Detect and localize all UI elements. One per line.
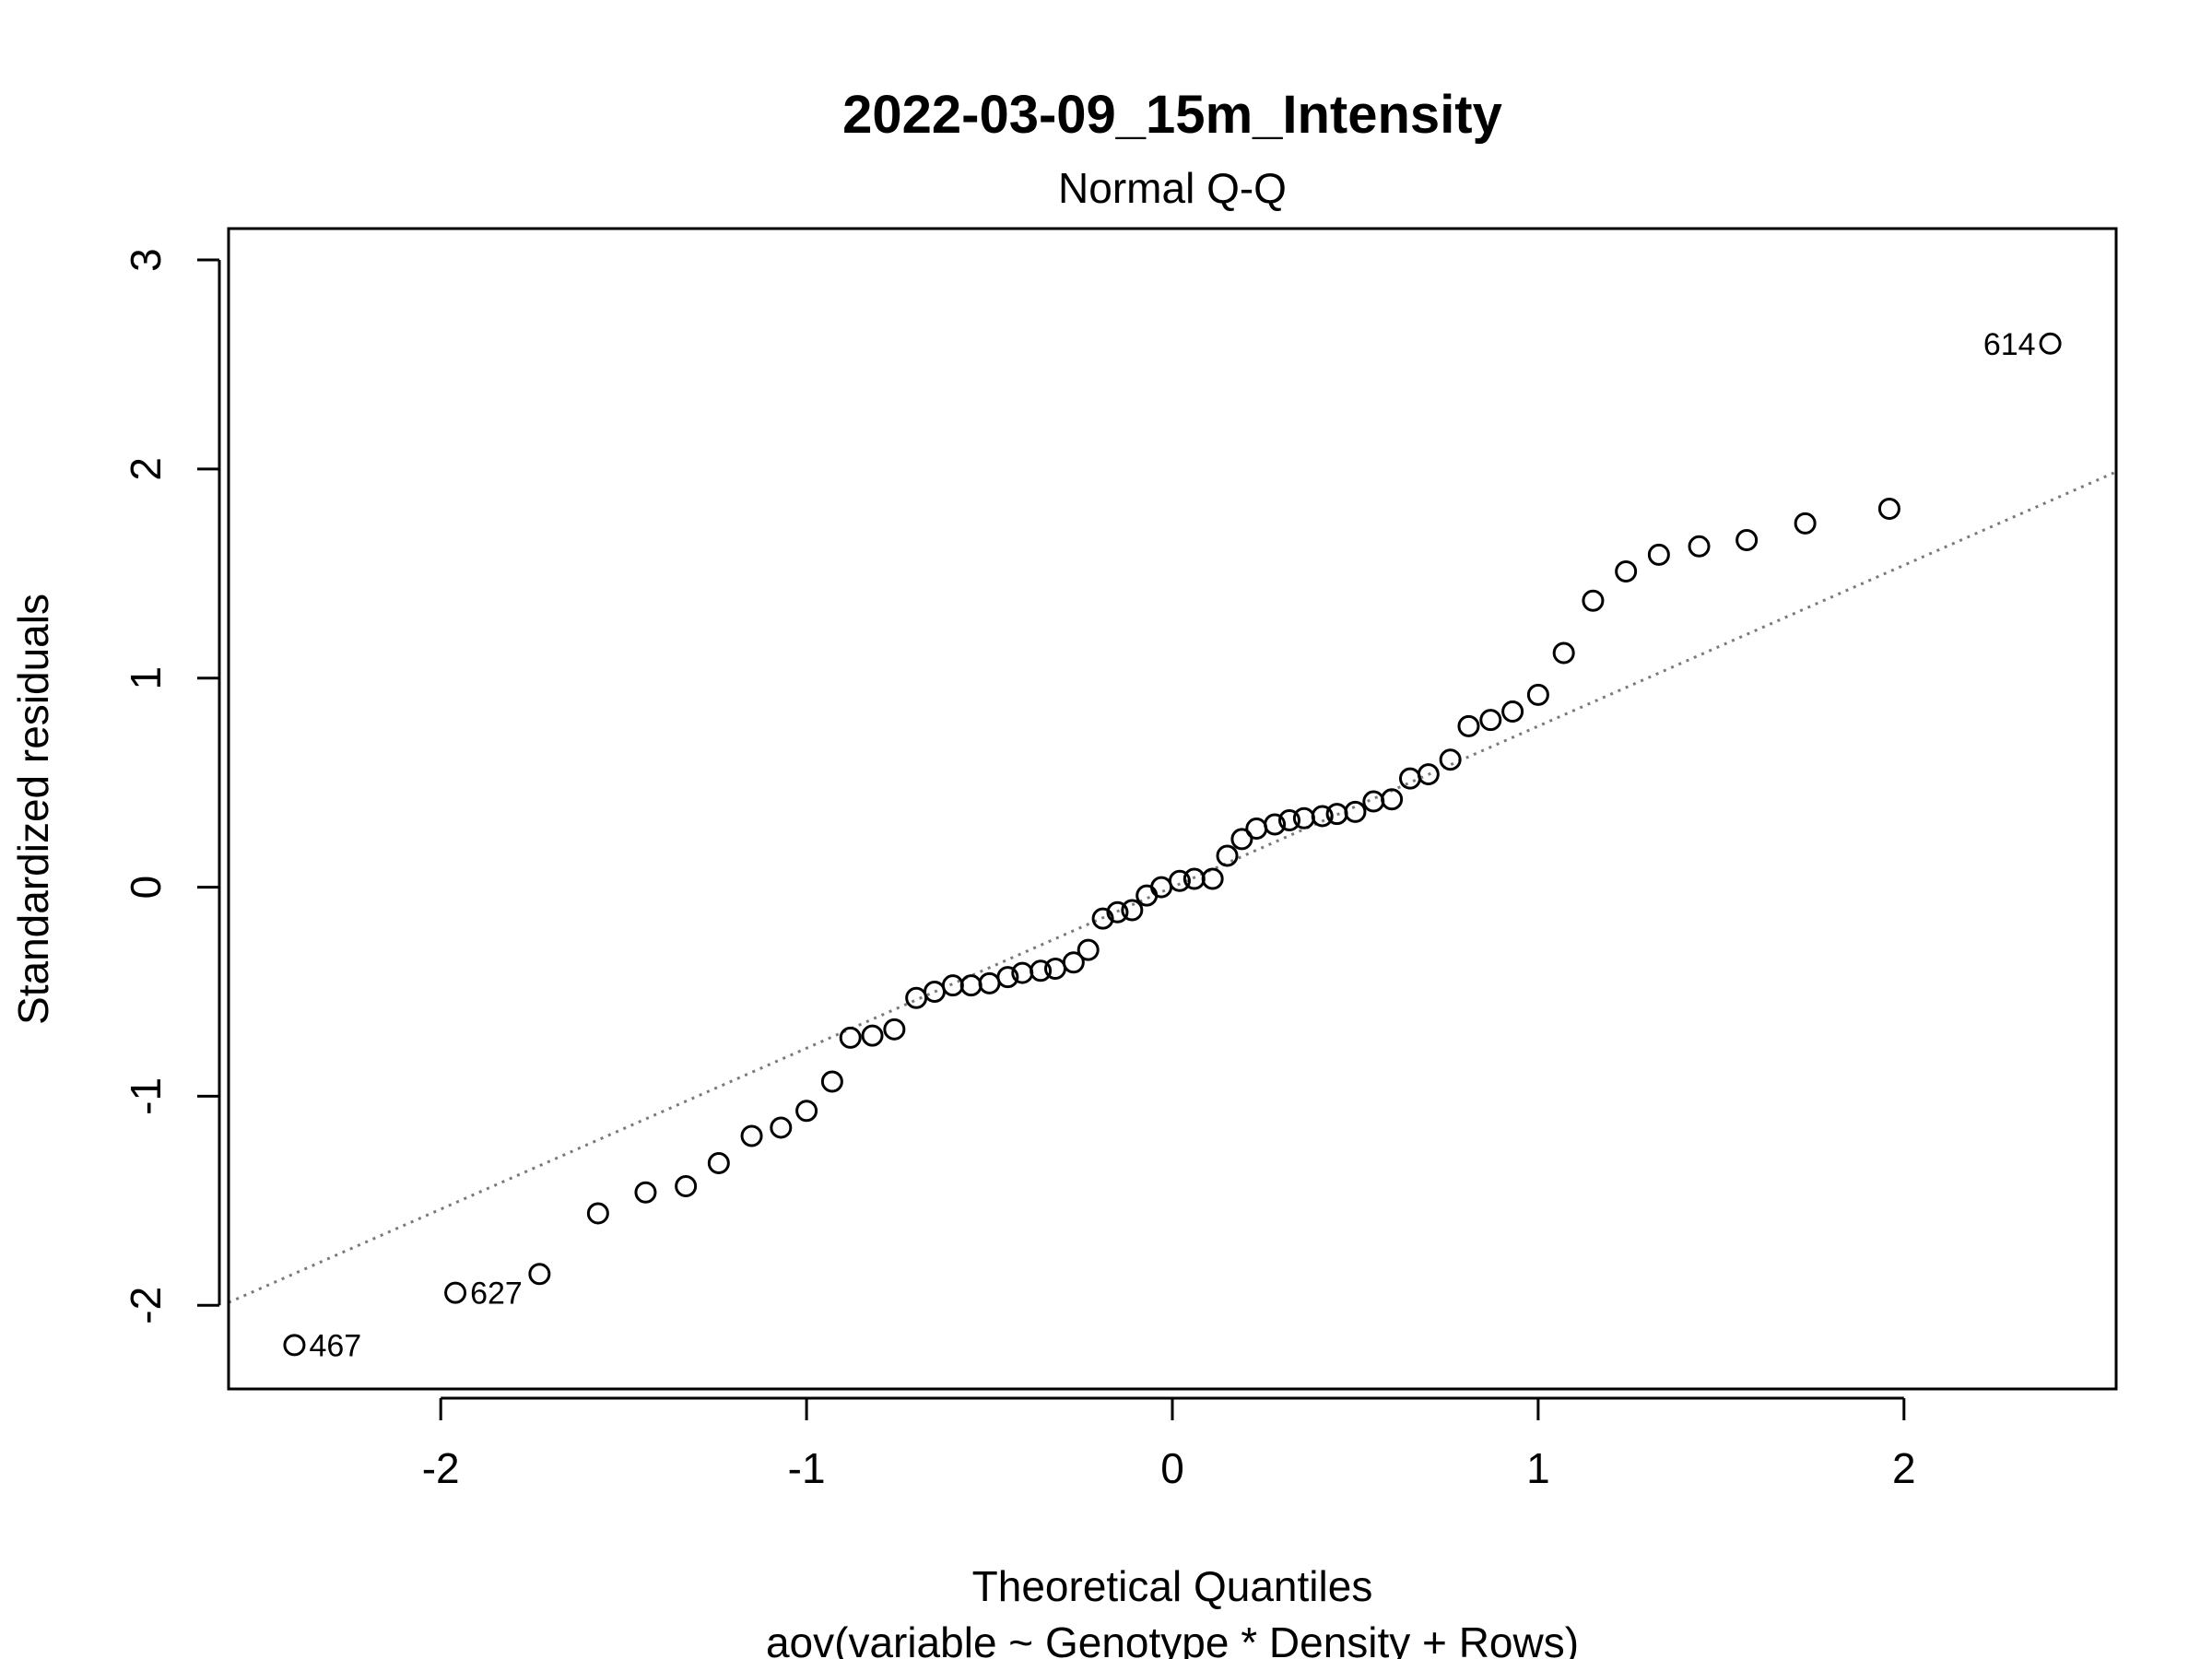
data-point [978,971,1001,994]
data-point [959,974,982,997]
data-point [1582,589,1605,612]
data-point [1043,958,1066,981]
data-point [1201,867,1224,890]
x-tick-label: 1 [1526,1444,1550,1492]
data-point [1362,790,1385,813]
y-axis-label: Standardized residuals [9,594,57,1025]
data-point [861,1024,884,1047]
data-point [905,986,928,1009]
data-point [1479,709,1502,732]
data-point [1457,714,1480,737]
chart-title: 2022-03-09_15m_Intensity [842,85,1502,145]
data-point [1501,700,1524,724]
data-point [839,1026,862,1049]
data-point [1381,788,1404,811]
x-tick-label: 0 [1160,1444,1184,1492]
data-point [1526,683,1549,706]
data-point [1077,938,1100,961]
data-point [1311,805,1334,828]
data-point [820,1070,843,1093]
model-formula-label: aov(variable ~ Genotype * Density + Rows… [766,1618,1579,1659]
data-point [924,980,947,1003]
x-tick-label: -1 [788,1444,826,1492]
data-point [1106,900,1129,924]
y-tick-label: 0 [122,876,170,900]
x-tick-label: 2 [1892,1444,1916,1492]
data-point [1877,497,1900,520]
data-point [1062,951,1085,974]
data-point [770,1116,793,1139]
data-point [795,1100,818,1123]
chart-subtitle: Normal Q-Q [1058,164,1287,212]
data-point [1121,899,1144,922]
y-tick-label: 3 [122,248,170,272]
data-point [1552,641,1575,665]
data-point [1615,560,1638,583]
data-point [1278,808,1301,831]
data-point [1344,800,1367,823]
data-point [1688,535,1711,558]
y-tick-label: 2 [122,457,170,481]
data-point [1735,529,1759,552]
data-point [1439,748,1462,771]
data-point [1216,844,1239,867]
data-point [1230,828,1253,851]
y-tick-label: -1 [122,1077,170,1115]
point-annotation-label: 467 [309,1328,361,1363]
x-axis-label: Theoretical Quantiles [972,1562,1373,1610]
data-point [883,1018,906,1041]
data-point [1264,813,1287,836]
data-point [528,1263,551,1286]
data-point [941,974,964,997]
data-point [1150,876,1173,899]
points-layer [283,332,2062,1357]
data-point [1245,818,1268,841]
data-point [675,1174,698,1197]
data-point [1794,512,1817,535]
data-point [1091,907,1114,930]
point-annotation-label: 614 [1983,327,2036,362]
data-point [1417,763,1440,786]
annotations-layer: 467 627 614 [309,327,2035,1364]
data-point [707,1152,730,1175]
data-point [1168,869,1191,892]
data-point [1292,806,1315,830]
data-point [444,1281,467,1304]
data-point [1030,959,1053,982]
y-tick-label: 1 [122,666,170,690]
x-tick-label: -2 [422,1444,460,1492]
data-point [2039,332,2062,355]
data-point [740,1124,763,1147]
data-point [634,1181,657,1204]
data-point [1647,543,1670,566]
y-axis: -2 -1 0 1 2 3 [122,248,221,1324]
x-axis: -2 -1 0 1 2 [422,1396,1916,1492]
data-point [996,966,1019,989]
data-point [1398,767,1421,790]
point-annotation-label: 627 [470,1277,523,1312]
data-point [1135,884,1159,907]
y-tick-label: -2 [122,1287,170,1324]
data-point [586,1202,609,1225]
plot-frame [227,227,2118,1391]
data-point [283,1334,306,1357]
